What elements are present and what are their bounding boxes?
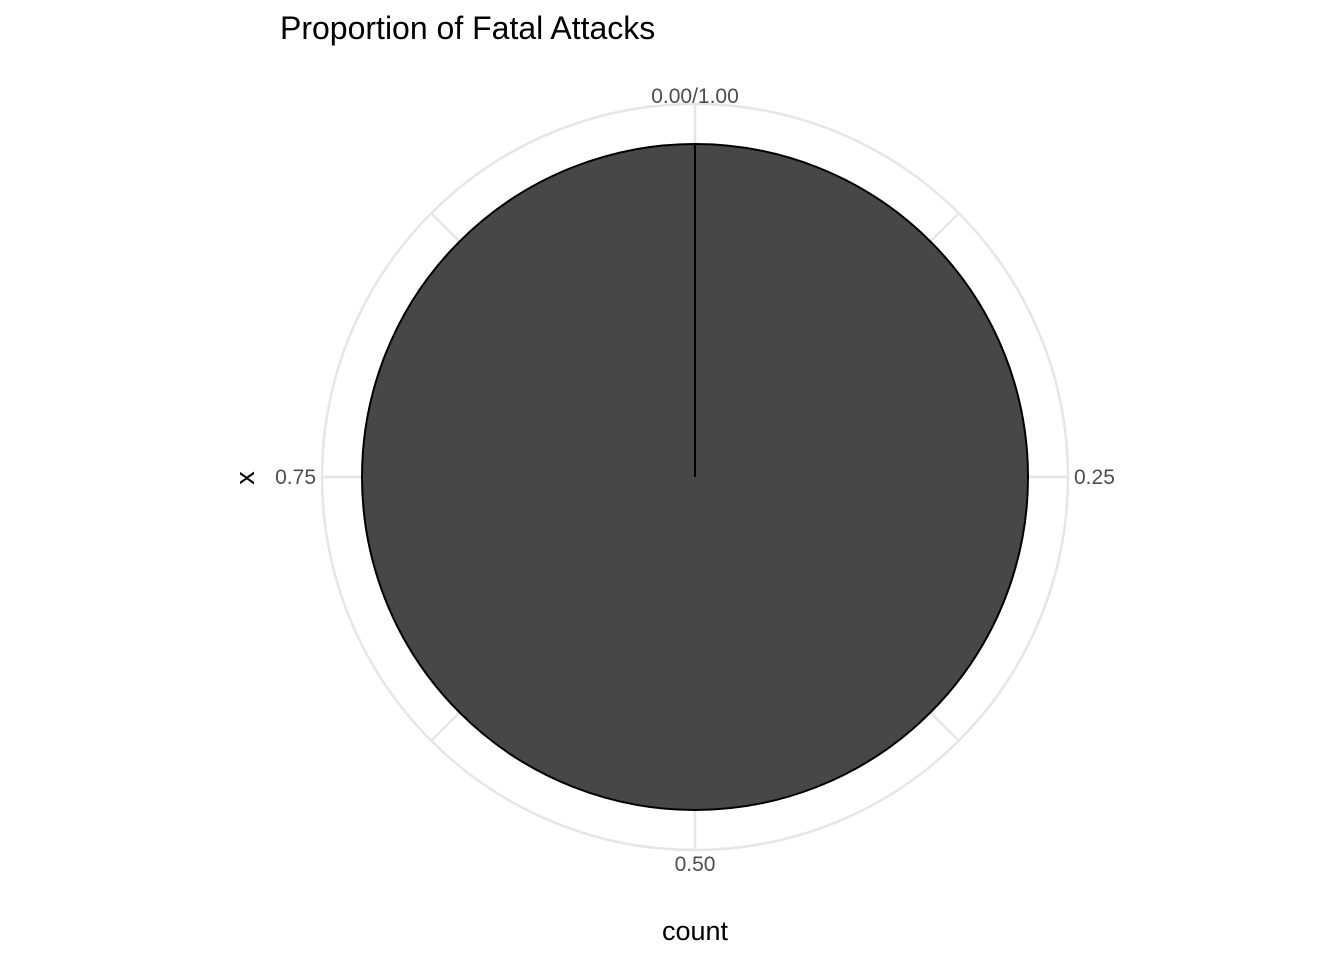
chart-title: Proportion of Fatal Attacks bbox=[280, 10, 655, 46]
tick-label: 0.75 bbox=[275, 466, 316, 489]
x-axis-title: count bbox=[662, 916, 729, 946]
angle-tick-labels: 0.00/1.00 0.25 0.50 0.75 bbox=[275, 85, 1115, 876]
pie-slices bbox=[361, 143, 1029, 811]
tick-label: 0.00/1.00 bbox=[651, 85, 739, 108]
tick-label: 0.25 bbox=[1074, 466, 1115, 489]
tick-label: 0.50 bbox=[675, 853, 716, 876]
y-axis-title: x bbox=[230, 471, 260, 485]
